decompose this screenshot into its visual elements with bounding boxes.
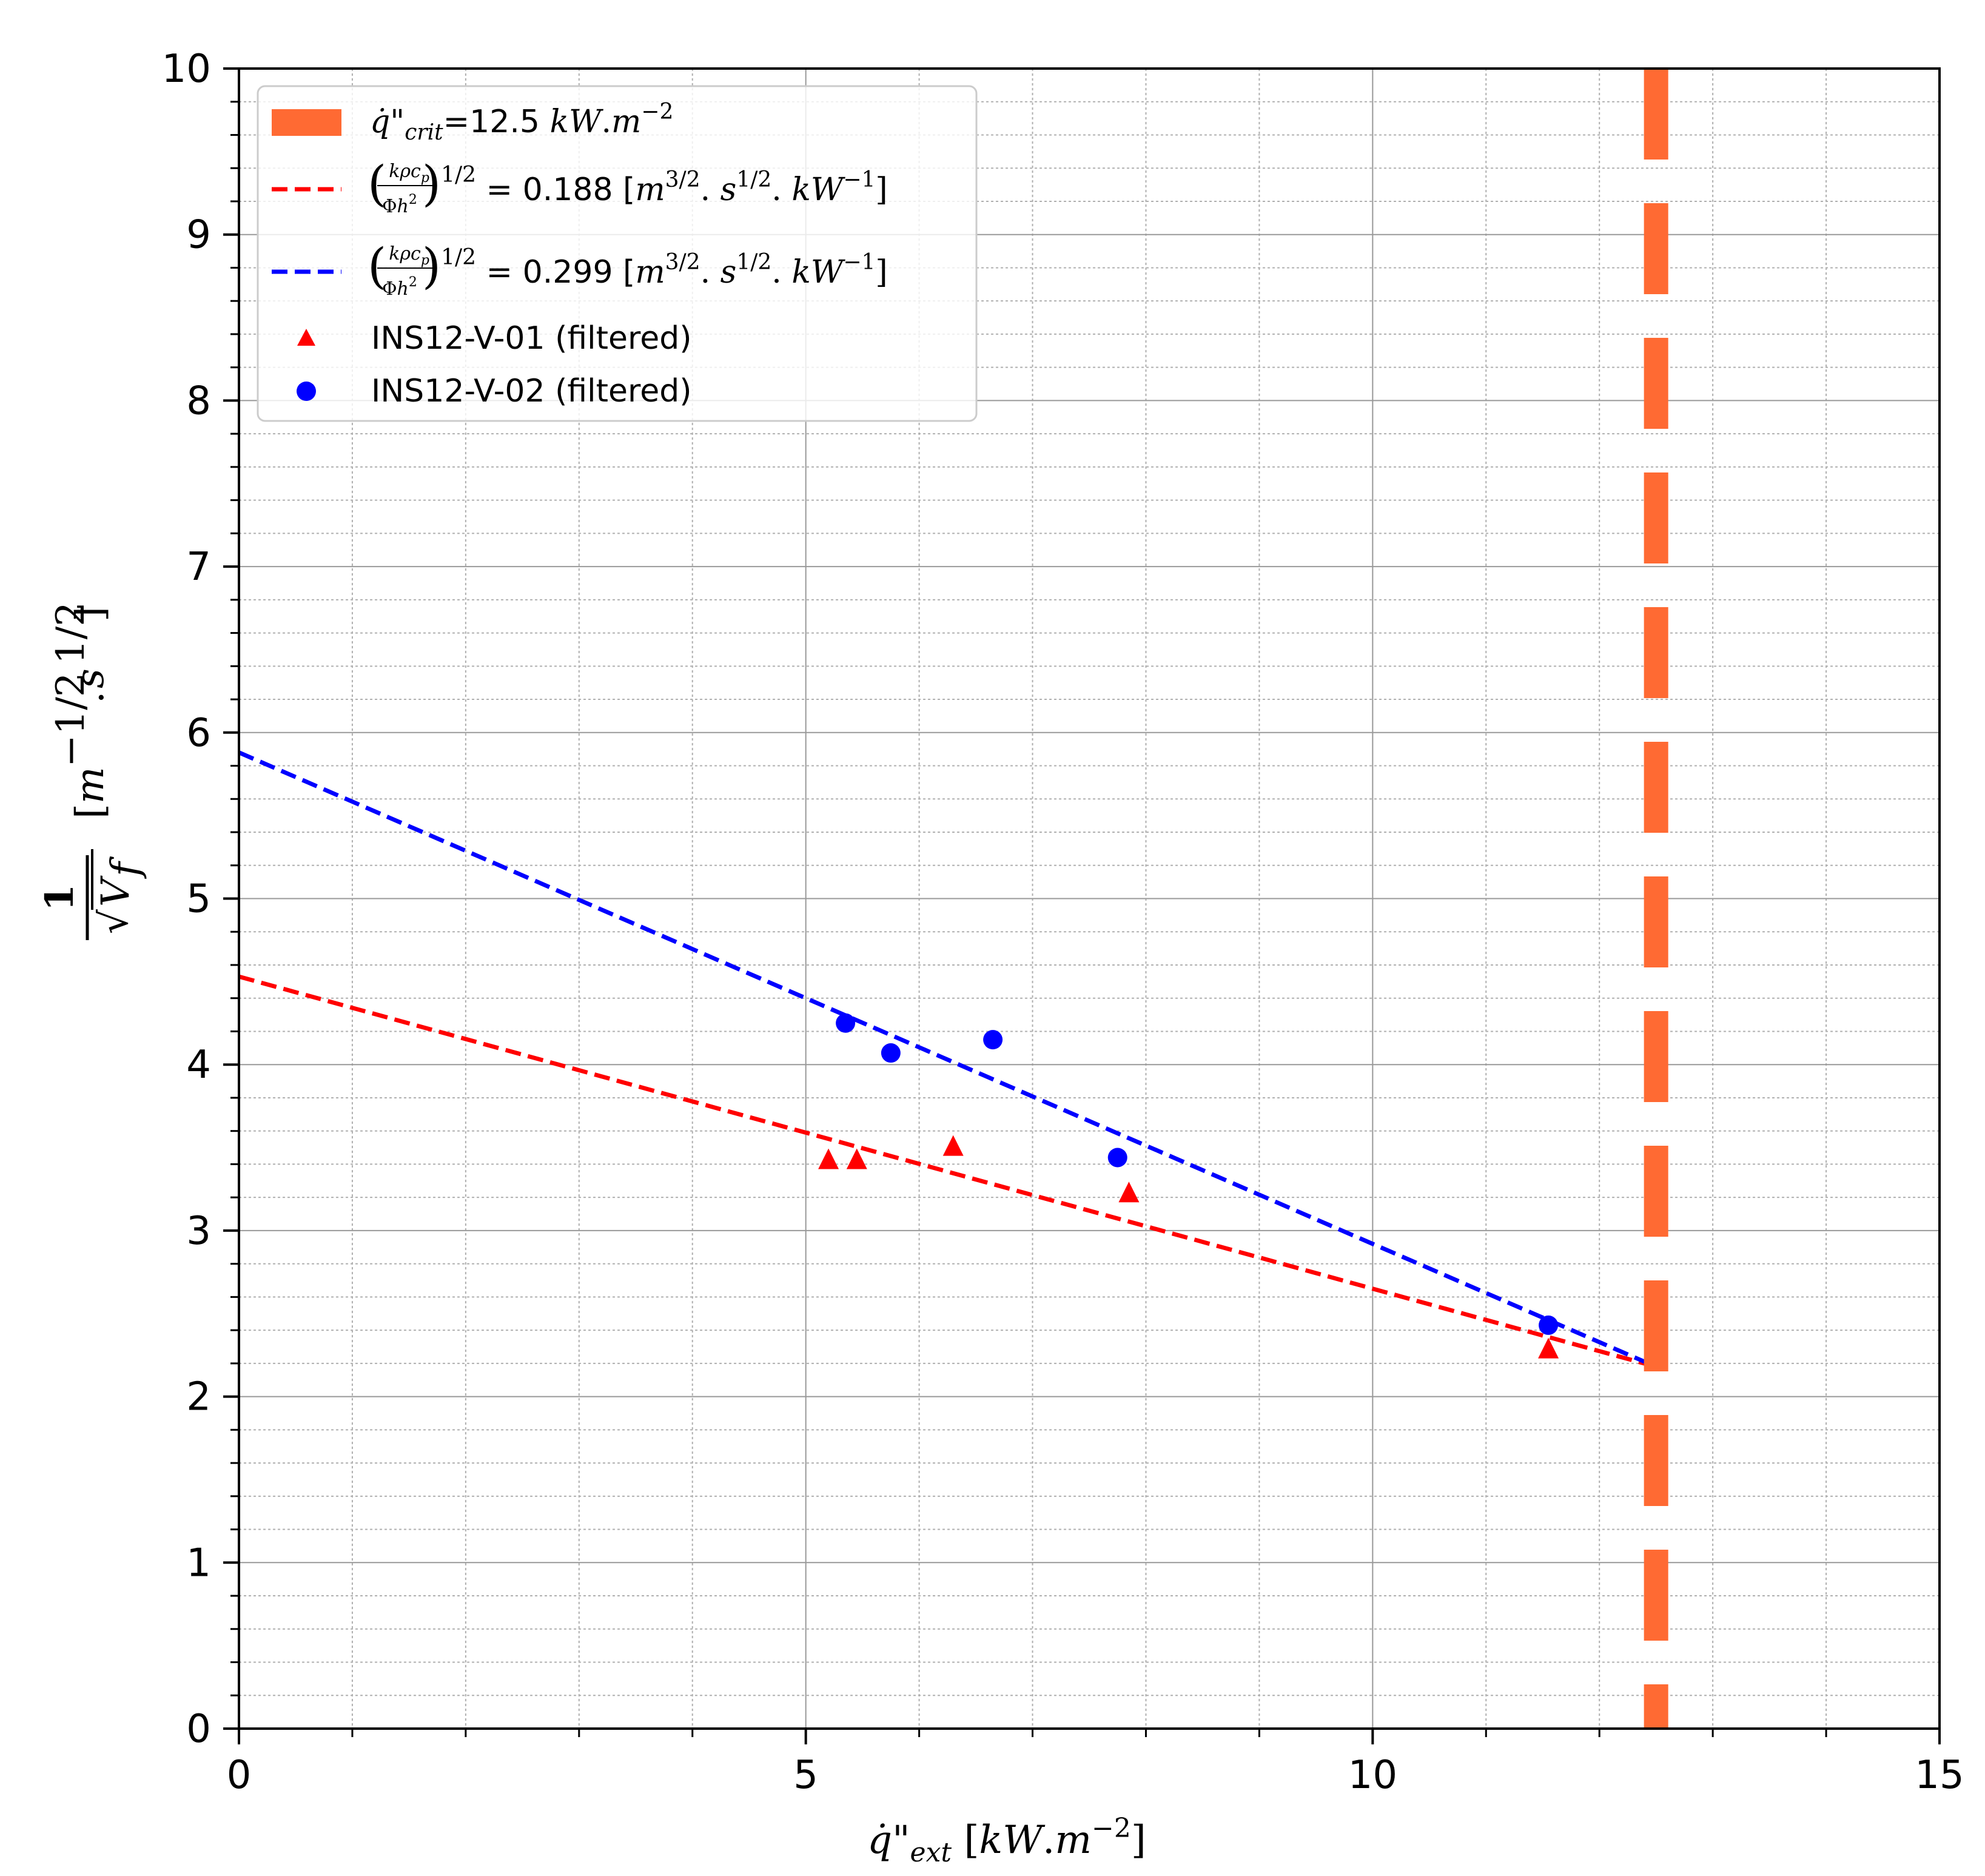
svg-text:V: V bbox=[93, 875, 138, 907]
y-axis-label: 1 √ V f [ m −1/2 . s 1/2 ] bbox=[37, 602, 148, 940]
circle-marker bbox=[881, 1043, 901, 1063]
y-tick-label: 8 bbox=[186, 378, 211, 423]
tick-labels: 0 5 10 15 0 1 2 3 4 5 6 7 8 9 10 bbox=[162, 47, 1964, 1798]
y-tick-label: 2 bbox=[186, 1375, 211, 1420]
svg-text:f: f bbox=[103, 856, 148, 879]
legend: q̇"crit=12.5 kW.m−2 (kρcp Φh2)1/2 = 0.188… bbox=[257, 85, 978, 422]
legend-swatch-critical bbox=[272, 109, 341, 136]
fit-line-1 bbox=[238, 974, 1657, 1369]
triangle-marker bbox=[942, 1135, 964, 1156]
circle-marker bbox=[1107, 1148, 1127, 1168]
y-tick-label: 4 bbox=[186, 1043, 211, 1088]
axis-ticks bbox=[223, 67, 1941, 1744]
svg-text:.: . bbox=[68, 691, 113, 704]
y-tick-label: 7 bbox=[186, 545, 211, 590]
y-tick-label: 10 bbox=[162, 47, 211, 92]
y-tick-label: 9 bbox=[186, 213, 211, 258]
fit-line-2 bbox=[238, 750, 1658, 1369]
svg-text:√: √ bbox=[92, 909, 137, 934]
legend-box bbox=[257, 85, 978, 422]
x-tick-label: 15 bbox=[1915, 1753, 1964, 1798]
x-tick-label: 10 bbox=[1348, 1753, 1397, 1798]
y-tick-label: 0 bbox=[186, 1707, 211, 1752]
data-markers bbox=[818, 1013, 1559, 1359]
legend-label-critical: q̇"crit=12.5 kW.m−2 bbox=[370, 99, 673, 145]
legend-marker-triangle bbox=[297, 329, 315, 346]
legend-marker-circle bbox=[297, 382, 316, 401]
legend-label-red-fit: (kρcp Φh2)1/2 = 0.188 [m3/2. s1/2. kW−1] bbox=[368, 155, 888, 217]
svg-text:s: s bbox=[68, 668, 113, 688]
x-axis-label: q̇"ext [kW.m−2] bbox=[867, 1813, 1146, 1868]
triangle-marker bbox=[818, 1148, 839, 1169]
svg-text:]: ] bbox=[68, 607, 113, 622]
fit-lines bbox=[238, 750, 1658, 1369]
y-tick-label: 6 bbox=[186, 711, 211, 756]
circle-marker bbox=[1539, 1315, 1559, 1335]
svg-text:−1/2: −1/2 bbox=[49, 672, 93, 767]
svg-text:1/2: 1/2 bbox=[49, 602, 93, 664]
svg-text:m: m bbox=[68, 767, 113, 804]
triangle-marker bbox=[1118, 1182, 1140, 1203]
y-tick-label: 3 bbox=[186, 1209, 211, 1254]
legend-label-series-2: INS12-V-02 (filtered) bbox=[371, 373, 692, 409]
triangle-marker bbox=[846, 1148, 867, 1169]
y-tick-label: 5 bbox=[186, 877, 211, 922]
x-tick-label: 0 bbox=[227, 1753, 252, 1798]
circle-marker bbox=[836, 1013, 856, 1033]
legend-label-series-1: INS12-V-01 (filtered) bbox=[371, 320, 692, 357]
svg-text:1: 1 bbox=[37, 884, 82, 912]
legend-label-blue-fit: (kρcp Φh2)1/2 = 0.299 [m3/2. s1/2. kW−1] bbox=[368, 238, 888, 300]
svg-text:[: [ bbox=[68, 804, 113, 819]
circle-marker bbox=[983, 1030, 1003, 1050]
triangle-marker bbox=[1538, 1337, 1559, 1359]
x-tick-label: 5 bbox=[793, 1753, 818, 1798]
y-tick-label: 1 bbox=[186, 1541, 211, 1585]
